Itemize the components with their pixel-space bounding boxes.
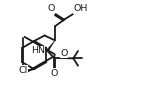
- Text: O: O: [50, 69, 58, 78]
- Text: HN: HN: [31, 46, 45, 55]
- Text: O: O: [48, 4, 55, 13]
- Polygon shape: [46, 40, 55, 51]
- Text: OH: OH: [74, 4, 88, 13]
- Text: Cl: Cl: [18, 66, 28, 75]
- Text: O: O: [60, 48, 68, 58]
